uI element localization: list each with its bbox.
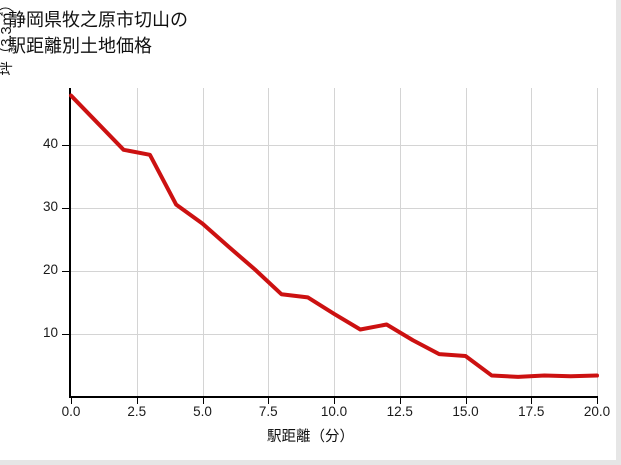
y-axis-tick xyxy=(62,270,69,272)
x-axis-tick xyxy=(597,398,598,404)
y-axis-tick xyxy=(62,144,69,146)
y-axis-title: 坪（3.3㎡）単価（万円） xyxy=(0,0,16,118)
gridline-vertical xyxy=(136,88,138,397)
x-axis-title: 駅距離（分） xyxy=(267,429,354,445)
gridline-vertical xyxy=(531,88,533,397)
gridline-vertical xyxy=(268,88,270,397)
gridline-vertical xyxy=(465,88,467,397)
x-axis-tick-label: 5.0 xyxy=(193,404,212,419)
page-edge-bottom xyxy=(0,460,621,465)
gridline-vertical xyxy=(202,88,204,397)
plot-area xyxy=(71,88,598,397)
x-axis-tick xyxy=(71,398,72,404)
x-axis-spine xyxy=(69,396,598,398)
x-axis-tick xyxy=(202,398,204,404)
y-axis-tick-label: 40 xyxy=(42,135,58,151)
x-axis-tick xyxy=(531,398,533,404)
x-axis-tick xyxy=(334,398,335,404)
gridline-vertical xyxy=(399,88,401,397)
y-axis-tick-label: 10 xyxy=(42,324,58,340)
x-axis-tick xyxy=(136,398,138,404)
y-axis-tick xyxy=(62,333,69,335)
x-axis-tick-label: 7.5 xyxy=(258,404,278,419)
x-axis-tick-label: 2.5 xyxy=(127,404,147,419)
gridline-vertical xyxy=(334,88,335,397)
page-edge-right xyxy=(616,0,621,465)
y-axis-spine xyxy=(69,88,71,398)
x-axis-tick xyxy=(268,398,270,404)
x-axis-tick-label: 20.0 xyxy=(583,404,611,419)
y-axis-tick-label: 20 xyxy=(42,261,58,277)
x-axis-tick-label: 10.0 xyxy=(320,404,348,419)
x-axis-tick-label: 12.5 xyxy=(386,404,413,419)
x-axis-tick xyxy=(399,398,401,404)
x-axis-tick xyxy=(465,398,467,404)
chart-title: 静岡県牧之原市切山の 駅距離別土地価格 xyxy=(8,10,188,56)
x-axis-tick-label: 0.0 xyxy=(61,404,81,419)
x-axis-tick-label: 15.0 xyxy=(452,404,479,419)
y-axis-tick xyxy=(62,207,69,209)
x-axis-tick-label: 17.5 xyxy=(518,404,545,419)
gridline-vertical xyxy=(597,88,598,397)
y-axis-tick-label: 30 xyxy=(42,198,58,214)
